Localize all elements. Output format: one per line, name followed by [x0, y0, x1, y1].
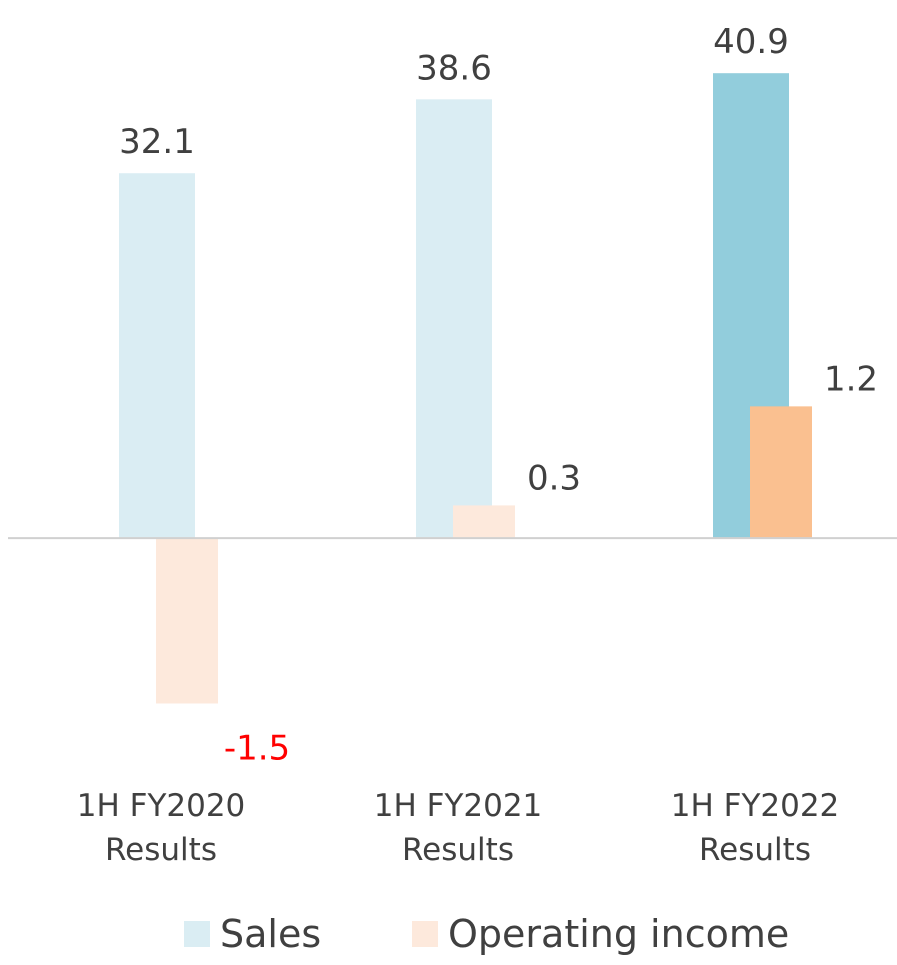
data-label: 38.6 [416, 48, 492, 88]
bar [750, 406, 812, 539]
legend-label: Operating income [448, 912, 790, 956]
x-tick-label: 1H FY2020 Results [76, 788, 246, 868]
bar [453, 505, 515, 539]
legend-swatch [412, 921, 438, 947]
data-label: 1.2 [824, 359, 878, 399]
data-label: 40.9 [713, 22, 789, 62]
x-tick-label: 1H FY2021 Results [373, 788, 543, 868]
data-label: 0.3 [527, 458, 581, 498]
legend-swatch [184, 921, 210, 947]
x-tick-label: 1H FY2022 Results [670, 788, 840, 868]
legend-item: Sales [184, 912, 321, 956]
data-label: -1.5 [224, 728, 290, 768]
legend-item: Operating income [412, 912, 789, 956]
bar [416, 99, 492, 539]
data-label: 32.1 [119, 122, 195, 162]
bar [119, 173, 195, 539]
legend-label: Sales [220, 912, 322, 956]
bar [156, 538, 218, 704]
